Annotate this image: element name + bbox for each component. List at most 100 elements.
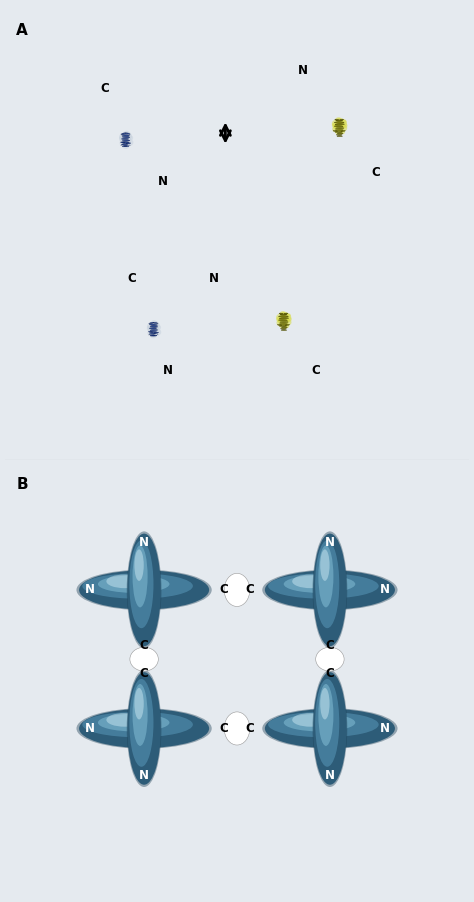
Ellipse shape: [224, 712, 250, 745]
Ellipse shape: [128, 672, 161, 785]
Ellipse shape: [148, 331, 153, 333]
Ellipse shape: [268, 574, 379, 599]
Ellipse shape: [333, 131, 337, 132]
Ellipse shape: [120, 144, 122, 146]
Ellipse shape: [125, 139, 133, 146]
Ellipse shape: [333, 121, 345, 132]
Ellipse shape: [133, 684, 147, 746]
Ellipse shape: [82, 574, 193, 599]
Ellipse shape: [129, 144, 130, 146]
Ellipse shape: [279, 326, 287, 327]
Ellipse shape: [149, 324, 157, 326]
Text: N: N: [158, 175, 168, 188]
Ellipse shape: [280, 321, 288, 323]
Ellipse shape: [155, 325, 161, 330]
Ellipse shape: [292, 575, 328, 588]
Text: C: C: [140, 639, 148, 652]
Ellipse shape: [130, 648, 158, 671]
Ellipse shape: [337, 135, 342, 137]
Ellipse shape: [147, 326, 153, 331]
Ellipse shape: [82, 712, 193, 737]
Ellipse shape: [320, 549, 329, 581]
Ellipse shape: [341, 123, 347, 128]
Ellipse shape: [122, 133, 126, 134]
Ellipse shape: [121, 138, 128, 140]
Ellipse shape: [106, 713, 143, 727]
Ellipse shape: [126, 132, 131, 137]
Ellipse shape: [292, 713, 328, 727]
Ellipse shape: [76, 708, 212, 749]
Ellipse shape: [335, 117, 341, 122]
Text: C: C: [140, 667, 148, 679]
Text: C: C: [326, 667, 334, 679]
Ellipse shape: [284, 575, 356, 593]
Ellipse shape: [133, 546, 147, 607]
Ellipse shape: [135, 549, 144, 581]
Ellipse shape: [336, 118, 344, 124]
Text: C: C: [219, 584, 228, 596]
Ellipse shape: [313, 672, 346, 785]
Text: C: C: [311, 364, 320, 377]
Ellipse shape: [122, 140, 130, 142]
Ellipse shape: [316, 648, 344, 671]
Ellipse shape: [285, 317, 292, 322]
Text: N: N: [84, 722, 94, 735]
Ellipse shape: [147, 329, 155, 336]
Ellipse shape: [157, 323, 158, 325]
Text: N: N: [325, 536, 335, 549]
Ellipse shape: [283, 324, 289, 328]
Text: C: C: [246, 722, 255, 735]
Ellipse shape: [98, 713, 170, 732]
Ellipse shape: [152, 335, 157, 336]
Ellipse shape: [277, 325, 282, 326]
Text: N: N: [325, 769, 335, 782]
Text: C: C: [326, 639, 334, 652]
Ellipse shape: [262, 708, 398, 749]
Ellipse shape: [339, 130, 345, 134]
Ellipse shape: [280, 324, 287, 325]
Text: B: B: [16, 477, 28, 492]
Ellipse shape: [315, 540, 339, 628]
Ellipse shape: [313, 534, 346, 646]
Ellipse shape: [125, 133, 130, 134]
Ellipse shape: [312, 670, 347, 787]
Ellipse shape: [284, 313, 288, 314]
Ellipse shape: [332, 123, 339, 128]
Ellipse shape: [98, 575, 170, 593]
Ellipse shape: [341, 131, 345, 132]
Ellipse shape: [124, 145, 129, 147]
Ellipse shape: [119, 133, 127, 141]
Ellipse shape: [151, 321, 160, 330]
Ellipse shape: [76, 570, 212, 610]
Ellipse shape: [106, 575, 143, 588]
Ellipse shape: [315, 679, 339, 767]
Ellipse shape: [148, 323, 150, 325]
Ellipse shape: [332, 120, 341, 127]
Ellipse shape: [128, 534, 161, 646]
Ellipse shape: [332, 125, 340, 133]
Ellipse shape: [335, 132, 342, 133]
Ellipse shape: [281, 329, 287, 331]
Ellipse shape: [150, 326, 157, 327]
Ellipse shape: [334, 122, 344, 124]
Ellipse shape: [153, 328, 161, 336]
Ellipse shape: [154, 332, 158, 334]
Ellipse shape: [121, 143, 128, 145]
Text: C: C: [128, 272, 137, 285]
Ellipse shape: [285, 325, 290, 326]
Text: N: N: [163, 364, 173, 377]
Ellipse shape: [121, 142, 125, 143]
Ellipse shape: [120, 133, 122, 135]
Text: A: A: [16, 23, 28, 38]
Ellipse shape: [319, 684, 333, 746]
Ellipse shape: [279, 319, 287, 321]
Text: C: C: [219, 722, 228, 735]
Ellipse shape: [148, 324, 159, 335]
Ellipse shape: [129, 540, 154, 628]
Ellipse shape: [135, 688, 144, 720]
Ellipse shape: [122, 134, 129, 136]
Text: C: C: [246, 584, 255, 596]
Ellipse shape: [127, 531, 162, 649]
Text: N: N: [209, 272, 219, 285]
Ellipse shape: [224, 574, 250, 606]
